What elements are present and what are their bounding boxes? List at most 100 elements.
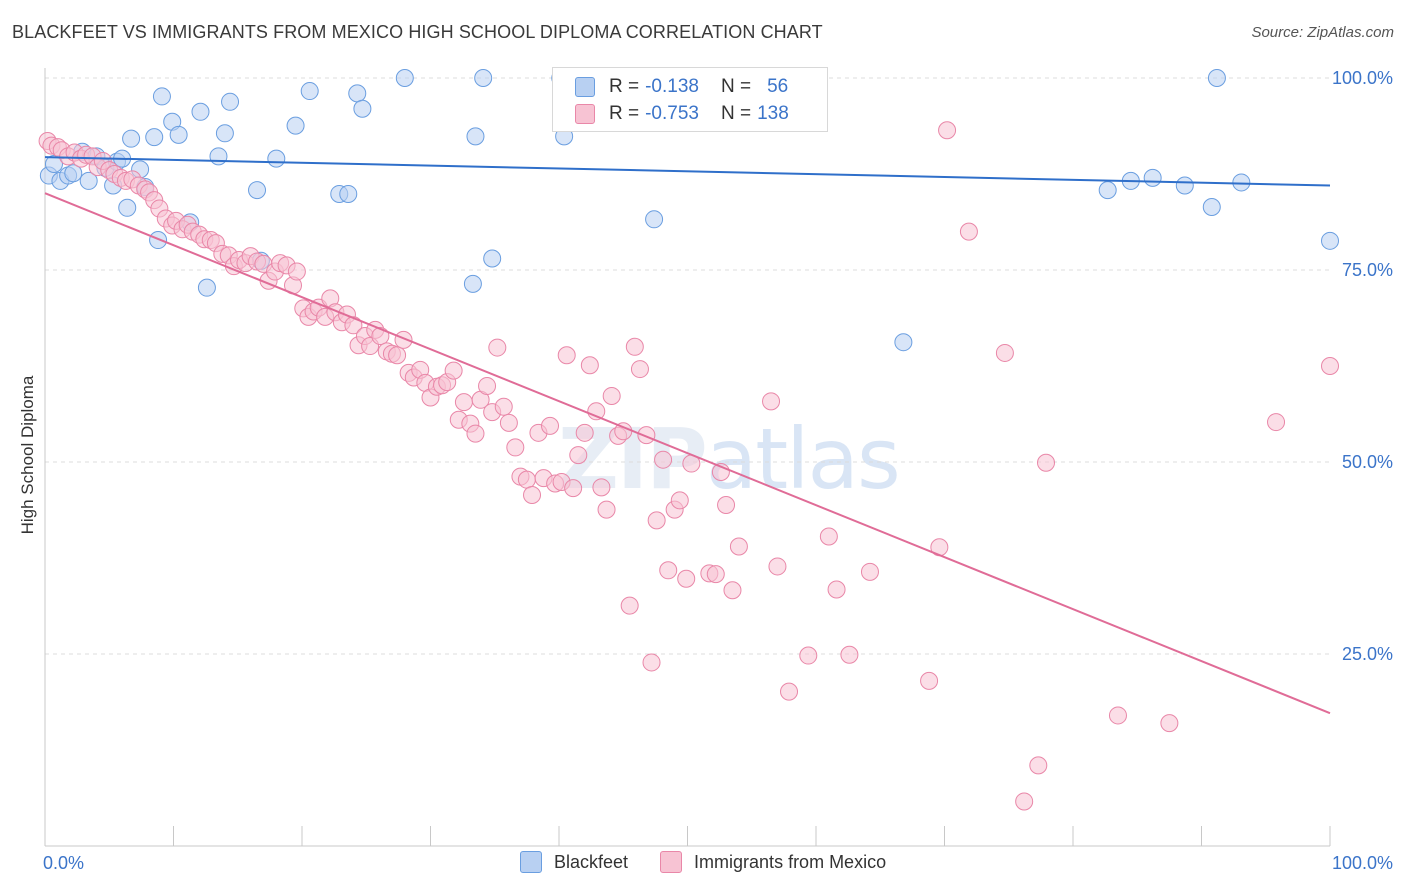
point-blackfeet (145, 128, 164, 147)
point-mexico (840, 645, 859, 664)
bottom-legend-item-blackfeet: Blackfeet (520, 851, 628, 873)
point-mexico (371, 327, 390, 346)
point-blackfeet (463, 274, 482, 293)
point-blackfeet (286, 116, 305, 135)
point-mexico (620, 596, 639, 615)
point-mexico (602, 386, 621, 405)
point-mexico (706, 565, 725, 584)
legend-r-label: R = (609, 76, 640, 97)
point-mexico (659, 561, 678, 580)
point-mexico (597, 500, 616, 519)
legend-r-value: -0.753 (645, 103, 699, 124)
point-mexico (1037, 453, 1056, 472)
point-mexico (670, 491, 689, 510)
y-tick-label: 75.0% (1342, 260, 1393, 280)
x-tick-label: 0.0% (43, 853, 84, 873)
bottom-legend-swatch-mexico (660, 851, 683, 873)
point-blackfeet (79, 171, 98, 190)
point-mexico (637, 426, 656, 445)
point-mexico (642, 653, 661, 672)
point-mexico (388, 346, 407, 365)
point-blackfeet (1098, 181, 1117, 200)
point-mexico (466, 424, 485, 443)
point-mexico (506, 438, 525, 457)
point-blackfeet (122, 129, 141, 148)
point-blackfeet (339, 184, 358, 203)
point-mexico (494, 397, 513, 416)
point-mexico (938, 121, 957, 140)
point-blackfeet (267, 149, 286, 168)
point-mexico (920, 671, 939, 690)
point-mexico (647, 511, 666, 530)
point-blackfeet (149, 231, 168, 250)
trendline-blackfeet (44, 156, 1331, 187)
watermark-atlas: atlas (705, 410, 901, 508)
point-mexico (580, 356, 599, 375)
point-blackfeet (169, 125, 188, 144)
legend-row-mexico: R = -0.753 N = 138 (575, 101, 789, 127)
point-blackfeet (64, 164, 83, 183)
trendline-mexico (44, 192, 1331, 715)
point-mexico (799, 646, 818, 665)
point-blackfeet (483, 249, 502, 268)
point-blackfeet (118, 198, 137, 217)
legend-swatch-blackfeet (575, 77, 595, 97)
point-blackfeet (209, 147, 228, 166)
point-mexico (592, 478, 611, 497)
point-blackfeet (353, 99, 372, 118)
watermark: ZIPatlas (558, 410, 901, 508)
point-mexico (762, 392, 781, 411)
point-blackfeet (466, 127, 485, 146)
legend: R = -0.138 N = 56 R = -0.753 N = 138 (552, 67, 828, 132)
point-blackfeet (1321, 231, 1339, 250)
point-mexico (860, 562, 879, 581)
point-mexico (677, 569, 696, 588)
point-mexico (569, 446, 588, 465)
point-blackfeet (1207, 69, 1226, 87)
bottom-legend-item-mexico: Immigrants from Mexico (660, 851, 886, 873)
x-tick-label: 100.0% (1332, 853, 1393, 873)
legend-n-label: N = (720, 76, 752, 97)
legend-n-value: 56 (767, 76, 789, 97)
point-mexico (630, 360, 649, 379)
point-blackfeet (645, 210, 664, 229)
point-mexico (1267, 413, 1286, 432)
bottom-legend-label-mexico: Immigrants from Mexico (694, 851, 887, 872)
y-tick-label: 100.0% (1332, 68, 1393, 88)
point-mexico (995, 343, 1014, 362)
point-mexico (541, 416, 560, 435)
point-mexico (827, 580, 846, 599)
point-mexico (768, 557, 787, 576)
point-mexico (780, 682, 799, 701)
point-blackfeet (1175, 176, 1194, 195)
point-mexico (1108, 706, 1127, 725)
legend-r-value: -0.138 (645, 76, 699, 97)
point-blackfeet (348, 84, 367, 103)
point-blackfeet (395, 69, 414, 87)
point-mexico (454, 393, 473, 412)
bottom-legend-label-blackfeet: Blackfeet (554, 851, 629, 872)
point-mexico (478, 376, 497, 395)
chart-title: BLACKFEET VS IMMIGRANTS FROM MEXICO HIGH… (12, 22, 823, 42)
point-mexico (517, 470, 536, 489)
point-blackfeet (894, 333, 913, 352)
point-mexico (959, 222, 978, 241)
point-mexico (564, 479, 583, 498)
point-mexico (1015, 792, 1034, 811)
point-blackfeet (191, 102, 210, 121)
point-blackfeet (1143, 168, 1162, 187)
legend-n-value: 138 (757, 103, 789, 124)
point-blackfeet (474, 69, 493, 87)
y-tick-label: 25.0% (1342, 644, 1393, 664)
point-mexico (557, 346, 576, 365)
point-blackfeet (300, 82, 319, 101)
bottom-legend: Blackfeet Immigrants from Mexico (520, 851, 918, 873)
point-mexico (723, 581, 742, 600)
point-mexico (287, 262, 306, 281)
legend-n-label: N = (720, 103, 752, 124)
legend-r-label: R = (609, 103, 640, 124)
point-mexico (488, 338, 507, 357)
bottom-legend-swatch-blackfeet (520, 851, 542, 873)
point-mexico (729, 537, 748, 556)
